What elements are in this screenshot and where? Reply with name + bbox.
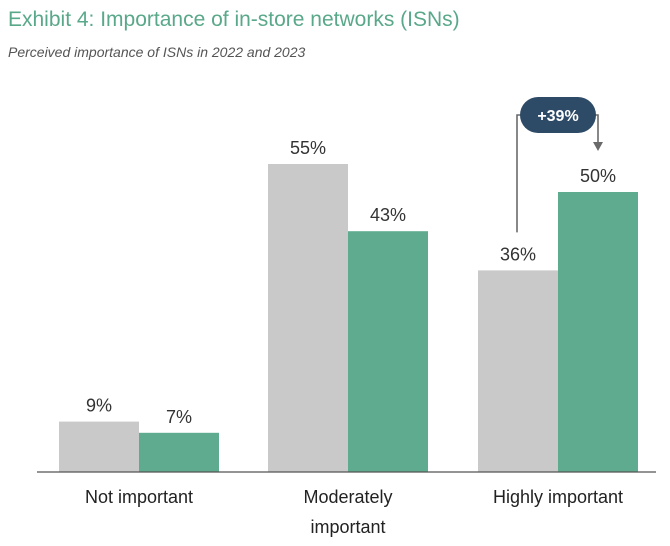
chart-title: Exhibit 4: Importance of in-store networ… bbox=[8, 8, 460, 31]
category-label-moderately-important-line-2: important bbox=[310, 517, 385, 537]
data-label-moderately-important-series-1: 55% bbox=[290, 138, 326, 158]
bar-not-important-series-1 bbox=[59, 421, 139, 472]
category-label-highly-important: Highly important bbox=[493, 487, 623, 507]
data-label-highly-important-series-2: 50% bbox=[580, 166, 616, 186]
callout-label: +39% bbox=[537, 108, 578, 125]
category-label-moderately-important-line-1: Moderately bbox=[303, 487, 392, 507]
bar-not-important-series-2 bbox=[139, 432, 219, 472]
bar-highly-important-series-2 bbox=[558, 192, 638, 472]
callout-arrowhead bbox=[593, 142, 603, 151]
data-label-not-important-series-2: 7% bbox=[166, 407, 192, 427]
category-label-not-important: Not important bbox=[85, 487, 193, 507]
chart-subtitle: Perceived importance of ISNs in 2022 and… bbox=[8, 44, 306, 60]
bar-moderately-important-series-1 bbox=[268, 164, 348, 472]
callout-badge bbox=[520, 97, 596, 133]
data-label-highly-important-series-1: 36% bbox=[500, 244, 536, 264]
bar-moderately-important-series-2 bbox=[348, 231, 428, 472]
data-label-not-important-series-1: 9% bbox=[86, 396, 112, 416]
data-label-moderately-important-series-2: 43% bbox=[370, 205, 406, 225]
bar-highly-important-series-1 bbox=[478, 270, 558, 472]
